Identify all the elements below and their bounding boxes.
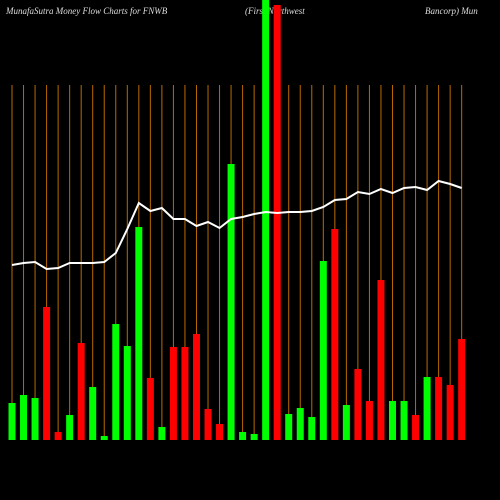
bar	[20, 395, 28, 440]
bar	[458, 339, 466, 440]
bar	[54, 432, 62, 440]
bar	[227, 164, 235, 440]
bar	[273, 5, 281, 440]
bar	[296, 408, 304, 440]
bar	[331, 229, 339, 440]
bar	[377, 280, 385, 440]
bar	[262, 0, 270, 440]
bar	[342, 405, 350, 440]
bar	[250, 434, 258, 440]
money-flow-line	[11, 179, 462, 271]
bar	[100, 436, 108, 440]
bar	[423, 377, 431, 440]
chart-subtitle: Bancorp) Mun	[425, 6, 478, 16]
bar	[8, 403, 16, 440]
bar	[77, 343, 85, 440]
bar	[412, 415, 420, 440]
chart-title: MunafaSutra Money Flow Charts for FNWB	[5, 6, 168, 16]
bar	[169, 347, 177, 440]
bar	[31, 398, 39, 440]
bar	[365, 401, 373, 440]
bar	[319, 261, 327, 440]
bar	[446, 385, 454, 440]
bar	[123, 346, 131, 440]
bar	[135, 227, 143, 440]
bar	[43, 307, 51, 440]
bar	[112, 324, 120, 440]
bar	[146, 378, 154, 440]
bar	[181, 347, 189, 440]
bar	[239, 432, 247, 440]
bar	[66, 415, 74, 440]
bar	[388, 401, 396, 440]
bar	[308, 417, 316, 440]
bar	[89, 387, 97, 440]
bar	[216, 424, 224, 440]
bar	[435, 377, 443, 440]
bar	[354, 369, 362, 440]
bar	[400, 401, 408, 440]
bar	[192, 334, 200, 440]
bar	[204, 409, 212, 440]
bar	[285, 414, 293, 440]
bar	[158, 427, 166, 440]
